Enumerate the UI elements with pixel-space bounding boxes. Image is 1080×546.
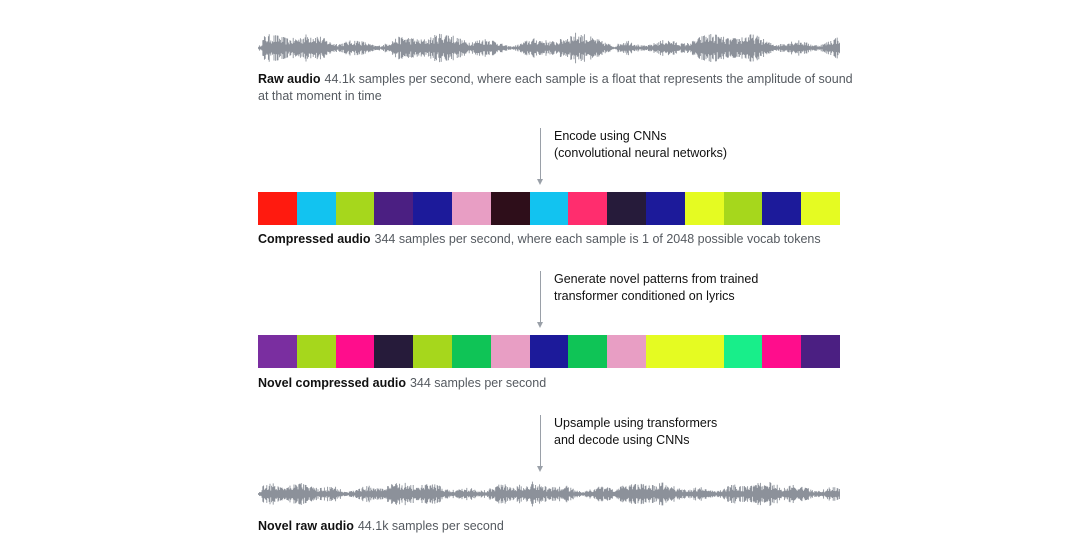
generate-step-line2: transformer conditioned on lyrics: [554, 289, 735, 303]
waveform-path: [258, 481, 840, 507]
encode-arrow: [537, 128, 543, 185]
upsample-step-label: Upsample using transformers and decode u…: [554, 415, 854, 449]
upsample-step-line2: and decode using CNNs: [554, 433, 690, 447]
compressed-audio-token: [529, 192, 569, 225]
novel-compressed-audio-token: [296, 335, 336, 368]
compressed-audio-token: [296, 192, 336, 225]
novel-compressed-audio-token: [451, 335, 491, 368]
novel-compressed-audio-token: [684, 335, 724, 368]
novel-raw-audio-waveform: [258, 476, 840, 512]
compressed-audio-token: [374, 192, 414, 225]
compressed-audio-token: [413, 192, 452, 225]
compressed-audio-tokens: [258, 192, 840, 225]
raw-audio-description: 44.1k samples per second, where each sam…: [258, 72, 853, 103]
generate-step-label: Generate novel patterns from trained tra…: [554, 271, 854, 305]
novel-compressed-audio-caption: Novel compressed audio 344 samples per se…: [258, 375, 858, 392]
encode-step-line1: Encode using CNNs: [554, 129, 667, 143]
compressed-audio-token: [645, 192, 685, 225]
novel-raw-audio-title: Novel raw audio: [258, 519, 354, 533]
encode-step-line2: (convolutional neural networks): [554, 146, 728, 160]
compressed-audio-token: [258, 192, 297, 225]
arrow-head-icon: [537, 179, 543, 185]
novel-compressed-audio-token: [490, 335, 530, 368]
novel-compressed-audio-tokens: [258, 335, 840, 368]
compressed-audio-token: [684, 192, 724, 225]
novel-raw-audio-description: 44.1k samples per second: [357, 519, 504, 533]
raw-audio-waveform: [258, 30, 840, 66]
novel-compressed-audio-token: [723, 335, 763, 368]
generate-arrow: [537, 271, 543, 328]
novel-compressed-audio-token: [374, 335, 414, 368]
novel-raw-audio-waveform-svg: [258, 481, 840, 507]
compressed-audio-token: [762, 192, 802, 225]
compressed-audio-description: 344 samples per second, where each sampl…: [374, 232, 821, 246]
novel-compressed-audio-token: [801, 335, 840, 368]
raw-audio-caption: Raw audio 44.1k samples per second, where…: [258, 71, 858, 105]
novel-compressed-audio-token: [568, 335, 608, 368]
novel-compressed-audio-title: Novel compressed audio: [258, 376, 406, 390]
encode-step-label: Encode using CNNs (convolutional neural …: [554, 128, 854, 162]
compressed-audio-caption: Compressed audio 344 samples per second, …: [258, 231, 858, 248]
arrow-head-icon: [537, 322, 543, 328]
novel-compressed-audio-token: [607, 335, 646, 368]
compressed-audio-title: Compressed audio: [258, 232, 371, 246]
compressed-audio-token: [801, 192, 840, 225]
novel-compressed-audio-description: 344 samples per second: [409, 376, 547, 390]
compressed-audio-token: [335, 192, 375, 225]
novel-compressed-audio-token: [413, 335, 452, 368]
compressed-audio-token: [607, 192, 646, 225]
upsample-arrow: [537, 415, 543, 472]
raw-audio-waveform-svg: [258, 32, 840, 64]
compressed-audio-token: [723, 192, 763, 225]
waveform-path: [258, 32, 840, 64]
compressed-audio-token: [568, 192, 608, 225]
novel-compressed-audio-token: [645, 335, 685, 368]
compressed-audio-token: [490, 192, 530, 225]
novel-compressed-audio-token: [335, 335, 375, 368]
novel-compressed-audio-token: [762, 335, 802, 368]
novel-compressed-audio-token: [258, 335, 297, 368]
generate-step-line1: Generate novel patterns from trained: [554, 272, 759, 286]
upsample-step-line1: Upsample using transformers: [554, 416, 718, 430]
arrow-head-icon: [537, 466, 543, 472]
raw-audio-title: Raw audio: [258, 72, 321, 86]
novel-compressed-audio-token: [529, 335, 569, 368]
novel-raw-audio-caption: Novel raw audio 44.1k samples per second: [258, 518, 858, 535]
compressed-audio-token: [451, 192, 491, 225]
